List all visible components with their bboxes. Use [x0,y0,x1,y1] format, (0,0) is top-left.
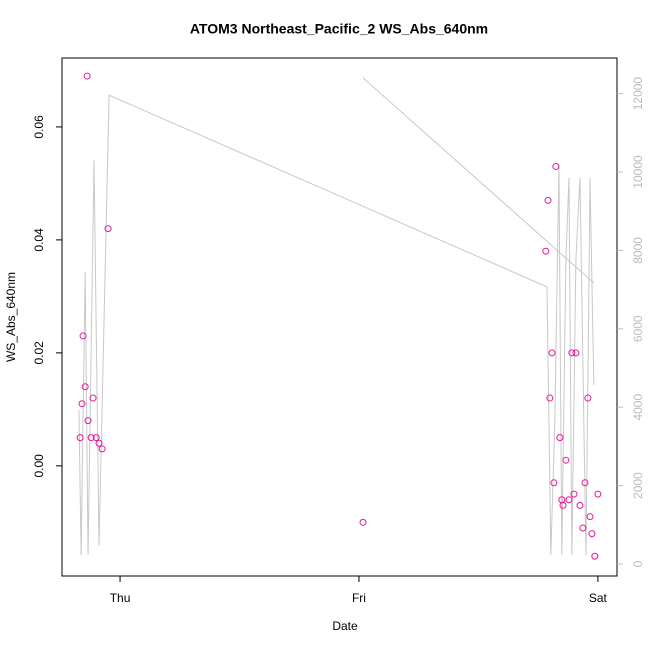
x-axis-label: Date [332,619,358,633]
point [83,72,91,80]
point [76,434,84,442]
point [548,349,556,357]
point [588,530,596,538]
y2-tick-label: 4000 [631,394,645,421]
point [84,417,92,425]
point [576,501,584,509]
point [591,552,599,560]
point [104,225,112,233]
x-tick-label: Fri [352,591,366,605]
y-axis-label: WS_Abs_640nm [4,272,18,362]
point [359,518,367,526]
point [559,501,567,509]
y2-tick-label: 8000 [631,237,645,264]
point [98,445,106,453]
point [565,496,573,504]
point [542,247,550,255]
y-tick-label: 0.04 [32,228,46,252]
point [568,349,576,357]
plot-frame [61,57,618,577]
altitude-line [362,77,595,284]
point [562,456,570,464]
point [556,434,564,442]
point [92,434,100,442]
point [552,162,560,170]
point [572,349,580,357]
point [570,490,578,498]
point [89,394,97,402]
x-tick-label: Sat [589,591,608,605]
x-tick-label: Thu [110,591,131,605]
point [78,400,86,408]
point [550,479,558,487]
point [546,394,554,402]
y-tick-label: 0.06 [32,115,46,139]
point [87,434,95,442]
y2-tick-label: 10000 [631,155,645,189]
point [579,524,587,532]
point [594,490,602,498]
y-tick-label: 0.02 [32,341,46,365]
y2-tick-label: 0 [631,560,645,567]
y2-tick-label: 12000 [631,77,645,111]
point [581,479,589,487]
point [586,513,594,521]
point [81,383,89,391]
point [584,394,592,402]
point [79,332,87,340]
altitude-line [78,94,595,556]
point [95,439,103,447]
point [544,196,552,204]
y2-tick-label: 2000 [631,472,645,499]
chart-title: ATOM3 Northeast_Pacific_2 WS_Abs_640nm [190,21,488,37]
y-tick-label: 0.00 [32,454,46,478]
y2-tick-label: 6000 [631,315,645,342]
